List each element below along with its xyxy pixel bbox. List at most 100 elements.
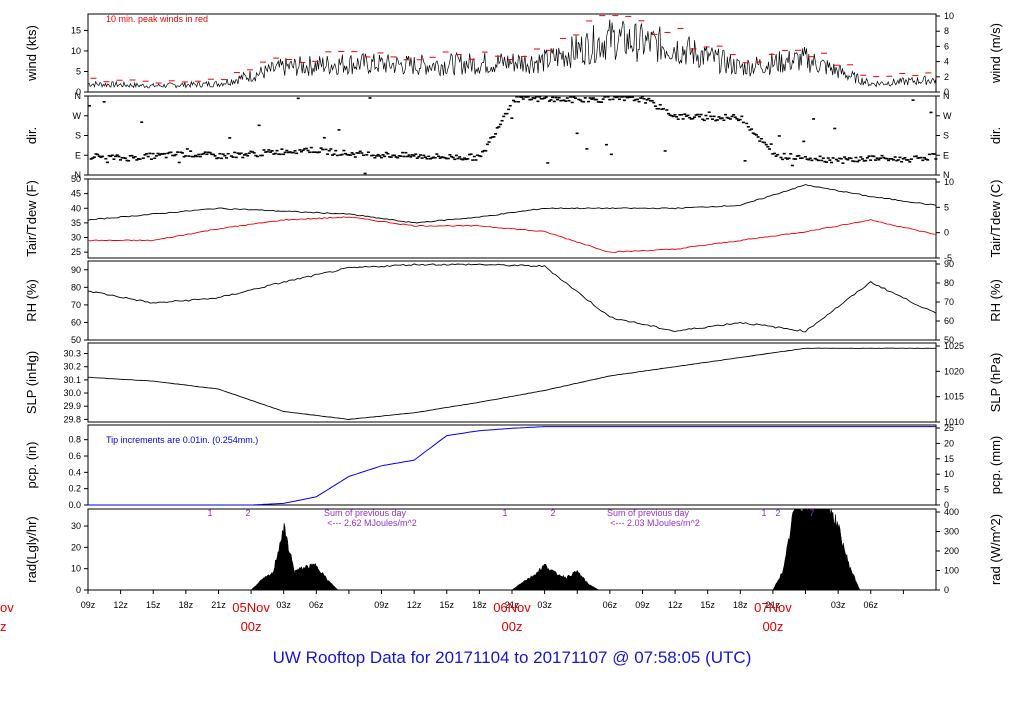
direction-point [244, 153, 248, 155]
direction-point [689, 118, 693, 120]
direction-point [570, 101, 574, 104]
direction-point [406, 155, 409, 158]
direction-point [776, 153, 780, 156]
direction-point [805, 158, 809, 160]
direction-point [820, 159, 824, 162]
direction-point [922, 156, 926, 159]
direction-point [352, 153, 356, 156]
direction-point [516, 100, 520, 103]
left-tick-label-temp: 50 [71, 174, 81, 184]
right-tick-label-rh: 50 [944, 335, 954, 345]
direction-point [874, 159, 878, 161]
direction-point [828, 159, 832, 161]
direction-point [588, 97, 592, 99]
direction-point [772, 152, 776, 155]
direction-point [834, 158, 838, 161]
right-tick-label-pcp: 25 [944, 423, 954, 433]
direction-point [544, 96, 548, 99]
right-tick-label-wind: 2 [944, 72, 949, 82]
direction-point [401, 151, 405, 154]
direction-point [658, 103, 662, 106]
direction-point [138, 158, 142, 160]
direction-point [903, 157, 907, 159]
direction-point [202, 152, 206, 155]
direction-point [577, 98, 581, 101]
direction-point [740, 115, 744, 118]
direction-point [720, 117, 724, 119]
direction-point [140, 121, 144, 123]
direction-point [839, 157, 843, 160]
direction-point [644, 102, 648, 104]
direction-point [220, 157, 224, 160]
direction-point [366, 151, 370, 154]
x-tick-label: 09z [81, 600, 96, 610]
direction-point [334, 149, 338, 152]
direction-point [242, 154, 246, 156]
direction-point [481, 150, 485, 153]
direction-point [508, 104, 512, 107]
direction-point [252, 152, 256, 154]
direction-point [616, 96, 620, 98]
direction-point [768, 148, 772, 150]
direction-point [931, 153, 935, 155]
direction-point [215, 157, 219, 160]
direction-point [709, 115, 713, 118]
y-axis-label-pcp: pcp. (in) [24, 442, 39, 489]
left-tick-label-dir: N [75, 170, 82, 180]
direction-point [727, 117, 731, 119]
direction-point [919, 156, 923, 159]
direction-point [404, 151, 408, 154]
direction-point [347, 154, 351, 156]
direction-point [896, 159, 900, 161]
direction-point [476, 154, 480, 157]
radiation-area-day-3 [772, 508, 861, 591]
direction-point [272, 153, 276, 155]
direction-point [477, 154, 481, 157]
direction-point [146, 155, 150, 158]
direction-point [668, 114, 672, 116]
direction-point [211, 153, 215, 156]
day-label-date: 05Nov [232, 600, 270, 615]
x-tick-label: 21z [505, 600, 520, 610]
direction-point [280, 148, 284, 150]
x-tick-label: 15z [440, 600, 455, 610]
direction-point [251, 151, 255, 153]
x-tick-label: 03z [831, 600, 846, 610]
direction-point [621, 96, 625, 98]
direction-point [608, 98, 612, 101]
direction-point [122, 157, 126, 159]
direction-point [578, 99, 582, 101]
direction-point [652, 101, 656, 104]
direction-point [355, 152, 359, 154]
direction-point [759, 137, 763, 140]
direction-point [467, 153, 471, 156]
direction-point [758, 140, 762, 142]
direction-point [264, 151, 268, 153]
direction-point [691, 117, 695, 120]
direction-point [746, 125, 750, 128]
direction-point [575, 132, 579, 135]
direction-point [298, 149, 302, 151]
direction-point [383, 155, 387, 158]
left-tick-label-slp: 30.3 [63, 349, 81, 359]
direction-point [123, 157, 127, 160]
direction-point [583, 97, 587, 99]
direction-point [381, 154, 385, 156]
left-tick-label-rh: 50 [71, 335, 81, 345]
direction-point [128, 154, 132, 157]
direction-point [184, 155, 188, 157]
direction-point [453, 158, 457, 161]
direction-point [693, 116, 697, 118]
direction-point [125, 159, 129, 162]
direction-point [112, 158, 116, 160]
left-tick-label-rh: 90 [71, 265, 81, 275]
direction-point [552, 100, 556, 103]
direction-point [934, 158, 938, 160]
y2-axis-label-temp: Tair/Tdew (C) [988, 179, 1003, 257]
direction-point [906, 159, 910, 161]
direction-point [645, 99, 649, 101]
radiation-annotation: 2 [775, 508, 780, 518]
direction-point [407, 154, 411, 156]
direction-point [843, 156, 847, 158]
left-tick-label-wind: 0 [76, 87, 81, 97]
